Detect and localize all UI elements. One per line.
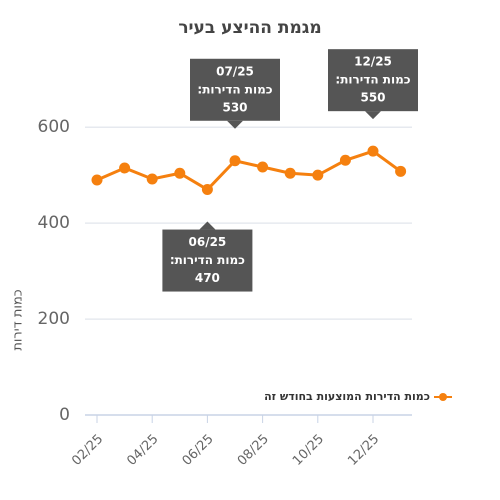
tooltip-box <box>162 229 253 292</box>
line <box>96 149 402 192</box>
tooltip: 06/25 כמות הדירות: 470 <box>162 221 253 292</box>
tooltip-arrow <box>199 221 216 230</box>
point <box>146 173 158 185</box>
point <box>284 167 296 179</box>
y-tick-label: 0 <box>59 405 70 425</box>
tooltip-box <box>190 58 280 121</box>
tooltip-month: 07/25 <box>216 64 254 78</box>
tooltip-value: 530 <box>222 100 247 114</box>
point <box>395 165 407 177</box>
y-axis-label: כמות דירות <box>11 289 26 350</box>
point <box>201 184 213 196</box>
point <box>174 167 186 179</box>
point <box>229 155 241 167</box>
y-tick-label: 600 <box>38 117 70 137</box>
x-tick-label: 08/25 <box>235 432 272 469</box>
tooltip-arrow <box>365 111 381 120</box>
point <box>257 161 269 173</box>
y-tick-label: 200 <box>38 309 70 329</box>
legend-label: כמות הדירות המוצעות בחודש זה <box>264 390 430 403</box>
x-tick-label: 04/25 <box>124 432 161 469</box>
tooltip-label: כמות הדירות: <box>170 253 245 267</box>
y-tick-label: 400 <box>38 213 70 233</box>
point <box>339 154 351 166</box>
tooltip-month: 06/25 <box>189 235 227 249</box>
x-tick-label: 06/25 <box>180 432 217 469</box>
tooltip-label: כמות הדירות: <box>335 73 410 87</box>
x-tick-label: 02/25 <box>69 432 106 469</box>
tooltip-box <box>328 49 418 112</box>
point <box>119 162 131 174</box>
tooltip-value: 470 <box>195 271 220 285</box>
tooltip-month: 12/25 <box>354 55 392 69</box>
tooltip: 12/25 כמות הדירות: 550 <box>328 49 418 120</box>
point <box>312 169 324 181</box>
tooltip-value: 550 <box>360 91 385 105</box>
x-tick-label: 10/25 <box>290 432 327 469</box>
point <box>367 145 379 157</box>
chart-title: מגמת ההיצע בעיר <box>178 18 321 38</box>
tooltip-arrow <box>227 120 243 129</box>
point <box>91 174 103 186</box>
tooltip: 07/25 כמות הדירות: 530 <box>190 58 280 129</box>
legend-marker <box>439 393 447 401</box>
tooltip-label: כמות הדירות: <box>197 82 272 96</box>
x-tick-label: 12/25 <box>345 432 382 469</box>
